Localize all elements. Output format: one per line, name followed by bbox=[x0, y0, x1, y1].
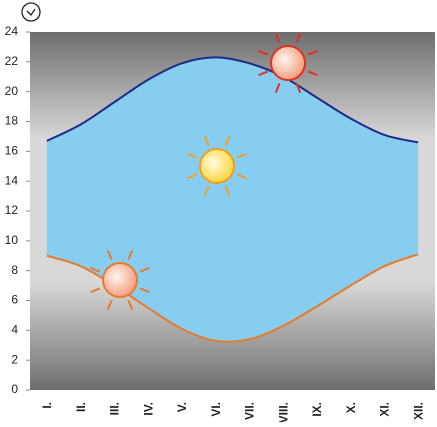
clock-icon bbox=[21, 2, 41, 22]
y-tick-label: 14 bbox=[5, 173, 19, 187]
y-tick-label: 6 bbox=[11, 293, 18, 307]
sun-ray bbox=[274, 82, 281, 93]
daylight-area bbox=[46, 57, 419, 342]
x-tick-label: XI. bbox=[378, 402, 392, 417]
line bbox=[46, 56, 419, 144]
sun-ray bbox=[127, 299, 134, 310]
sun-ray bbox=[106, 299, 113, 310]
x-tick-label: IV. bbox=[141, 402, 155, 416]
x-tick-label: VIII. bbox=[276, 402, 290, 422]
x-tick-label: VI. bbox=[209, 402, 223, 417]
x-tick-label: V. bbox=[175, 402, 189, 412]
x-tick-label: XII. bbox=[411, 402, 425, 420]
x-tick-label: X. bbox=[344, 402, 358, 413]
sun bbox=[270, 45, 306, 81]
sun-ray bbox=[307, 70, 318, 77]
sun-ray bbox=[258, 49, 269, 56]
x-tick-label: I. bbox=[40, 402, 54, 409]
y-tick-label: 22 bbox=[5, 54, 19, 68]
y-tick-label: 8 bbox=[11, 263, 18, 277]
y-tick-label: 12 bbox=[5, 203, 19, 217]
y-tick-label: 10 bbox=[5, 233, 19, 247]
sun-ray bbox=[295, 82, 302, 93]
y-tick-label: 24 bbox=[5, 24, 19, 38]
sun-ray bbox=[258, 70, 269, 77]
sun bbox=[102, 262, 138, 298]
sun-ray bbox=[203, 185, 210, 196]
y-tick-label: 0 bbox=[11, 382, 18, 396]
sun-ray bbox=[236, 173, 247, 180]
y-tick-label: 4 bbox=[11, 323, 18, 337]
x-tick-label: IX. bbox=[310, 402, 324, 417]
sun-ray bbox=[224, 136, 231, 147]
sun-ray bbox=[295, 33, 302, 44]
y-tick-label: 18 bbox=[5, 114, 19, 128]
x-tick-label: III. bbox=[108, 402, 122, 415]
y-tick-label: 2 bbox=[11, 352, 18, 366]
x-tick-label: VII. bbox=[243, 402, 257, 420]
sun-ray bbox=[106, 250, 113, 261]
sun-ray bbox=[224, 185, 231, 196]
sun-ray bbox=[274, 33, 281, 44]
sun-ray bbox=[127, 250, 134, 261]
y-tick-label: 20 bbox=[5, 84, 19, 98]
sun-ray bbox=[139, 266, 150, 273]
sun-ray bbox=[236, 152, 247, 159]
sun bbox=[199, 148, 235, 184]
x-tick-label: II. bbox=[74, 402, 88, 412]
sun-ray bbox=[307, 49, 318, 56]
y-tick-label: 16 bbox=[5, 144, 19, 158]
sun-ray bbox=[203, 136, 210, 147]
sun-ray bbox=[187, 152, 198, 159]
sun-ray bbox=[90, 287, 101, 294]
sun-ray bbox=[139, 287, 150, 294]
sun-ray bbox=[90, 266, 101, 273]
sun-ray bbox=[187, 173, 198, 180]
